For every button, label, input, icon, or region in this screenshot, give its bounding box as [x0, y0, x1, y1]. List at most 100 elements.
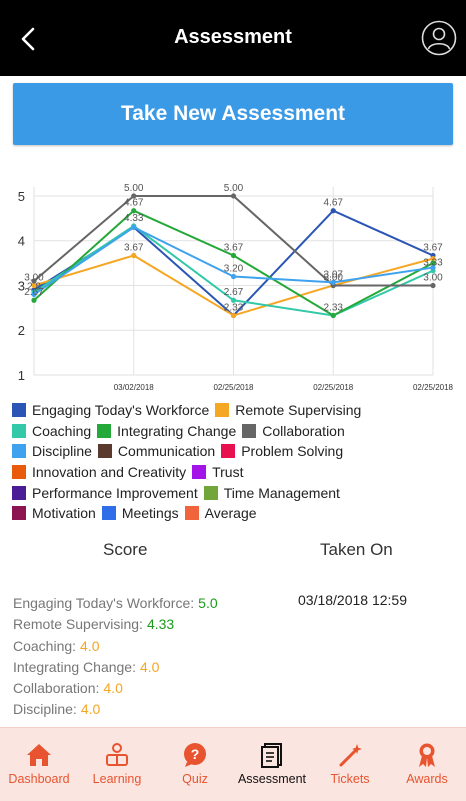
legend-item[interactable]: Average: [184, 505, 257, 521]
tab-quiz[interactable]: ? Quiz: [156, 728, 234, 801]
tab-tickets[interactable]: Tickets: [311, 728, 389, 801]
data-label: 2.67: [224, 287, 244, 298]
legend-label: Engaging Today's Workforce: [32, 402, 210, 419]
legend-label: Discipline: [32, 443, 92, 460]
data-label: 3.67: [124, 242, 144, 253]
data-label: 3.20: [224, 264, 244, 275]
legend-swatch: [12, 444, 26, 459]
data-label: 3.00: [423, 272, 443, 283]
taken-on-value: 03/18/2018 12:59: [298, 592, 407, 608]
taken-on-header: Taken On: [320, 540, 393, 559]
data-point: [430, 282, 436, 289]
data-point: [430, 256, 436, 262]
legend-item[interactable]: Discipline: [12, 443, 92, 459]
award-ribbon-icon: [419, 743, 435, 767]
score-row: Collaboration: 4.0: [13, 678, 218, 699]
legend-item[interactable]: Trust: [192, 464, 243, 480]
take-new-assessment-button[interactable]: Take New Assessment: [13, 83, 453, 145]
data-point: [430, 264, 436, 271]
score-label: Collaboration:: [13, 680, 100, 697]
legend-item[interactable]: Communication: [97, 443, 216, 460]
legend-label: Meetings: [121, 505, 179, 522]
legend-label: Trust: [212, 464, 244, 481]
assessment-line-chart: 1 2 3 4 5 03/02/2018 02/25/2018 02/25/2018 02/25…: [18, 183, 454, 392]
legend-swatch: [184, 506, 199, 521]
legend-row: Performance Improvement Time Management: [12, 482, 462, 503]
legend-row: Motivation Meetings Average: [12, 503, 462, 524]
score-row: Remote Supervising: 4.33: [13, 614, 218, 635]
tab-awards[interactable]: Awards: [388, 728, 466, 801]
chevron-left-icon[interactable]: [14, 24, 44, 54]
data-point: [31, 282, 37, 289]
score-value: 4.0: [80, 701, 101, 718]
legend-item[interactable]: Innovation and Creativity: [12, 464, 186, 480]
score-value: 5.0: [198, 595, 218, 611]
data-point: [230, 297, 237, 303]
score-row: Coaching: 4.0: [13, 636, 218, 657]
score-value: 4.0: [139, 658, 160, 675]
data-point: [31, 278, 37, 284]
legend-item[interactable]: Motivation: [12, 505, 96, 521]
legend-label: Innovation and Creativity: [32, 464, 187, 481]
x-tick-label: 02/25/2018: [213, 383, 254, 392]
y-tick-label: 3: [18, 278, 25, 293]
legend-item[interactable]: Time Management: [203, 485, 340, 501]
data-label: 4.67: [124, 198, 144, 209]
question-bubble-icon: ?: [184, 743, 206, 767]
legend-row: Coaching Integrating Change Collaboration: [12, 421, 462, 442]
data-point: [131, 193, 137, 199]
legend-item[interactable]: Performance Improvement: [12, 485, 198, 501]
legend-swatch: [101, 506, 116, 521]
chart-legend: Engaging Today's Workforce Remote Supervi…: [12, 400, 462, 524]
legend-swatch: [12, 485, 26, 500]
legend-item[interactable]: Meetings: [101, 505, 179, 522]
tab-assessment[interactable]: Assessment: [233, 728, 311, 801]
data-point: [131, 252, 137, 259]
legend-swatch: [97, 444, 112, 459]
data-label: 2.8: [27, 281, 41, 292]
y-tick-label: 1: [18, 368, 25, 383]
data-point: [230, 193, 237, 199]
legend-row: Engaging Today's Workforce Remote Supervi…: [12, 400, 462, 421]
legend-swatch: [12, 465, 26, 480]
score-label: Coaching:: [13, 637, 77, 654]
tab-label: Dashboard: [8, 772, 70, 786]
legend-swatch: [12, 403, 26, 418]
legend-item[interactable]: Problem Solving: [221, 443, 343, 459]
tab-label: Learning: [92, 772, 142, 786]
page-title: Assessment: [174, 26, 292, 48]
legend-item[interactable]: Collaboration: [242, 423, 345, 439]
tab-dashboard[interactable]: Dashboard: [0, 728, 78, 801]
data-point: [430, 260, 436, 266]
y-tick-label: 5: [18, 189, 25, 204]
legend-item[interactable]: Integrating Change: [97, 423, 236, 439]
legend-item[interactable]: Engaging Today's Workforce: [12, 402, 209, 418]
data-point: [31, 297, 37, 303]
data-label: 3.00: [324, 272, 344, 283]
score-label: Integrating Change:: [13, 658, 136, 675]
tab-learning[interactable]: Learning: [78, 728, 156, 801]
legend-swatch: [242, 423, 257, 438]
data-label: 3.67: [423, 242, 443, 253]
x-tick-label: 02/25/2018: [313, 383, 354, 392]
score-label: Engaging Today's Workforce:: [13, 595, 195, 611]
legend-row: Discipline Communication Problem Solving: [12, 441, 462, 462]
score-label: Discipline:: [13, 701, 77, 718]
data-point: [330, 279, 336, 285]
legend-label: Coaching: [32, 422, 92, 439]
user-circle-icon[interactable]: [421, 20, 457, 56]
top-app-bar: Assessment: [0, 0, 466, 76]
legend-item[interactable]: Coaching: [12, 423, 91, 439]
data-point: [230, 252, 237, 259]
bottom-tab-bar: Dashboard Learning ? Quiz Assessment: [0, 727, 466, 801]
legend-swatch: [221, 444, 236, 459]
data-label: 2.33: [324, 302, 344, 313]
data-label: 4.67: [324, 198, 344, 209]
score-value: 4.0: [103, 680, 123, 697]
legend-item[interactable]: Remote Supervising: [215, 402, 361, 418]
legend-label: Collaboration: [262, 422, 345, 439]
legend-label: Communication: [117, 443, 216, 460]
svg-text:?: ?: [191, 746, 200, 762]
data-point: [230, 312, 237, 319]
legend-swatch: [203, 485, 218, 500]
